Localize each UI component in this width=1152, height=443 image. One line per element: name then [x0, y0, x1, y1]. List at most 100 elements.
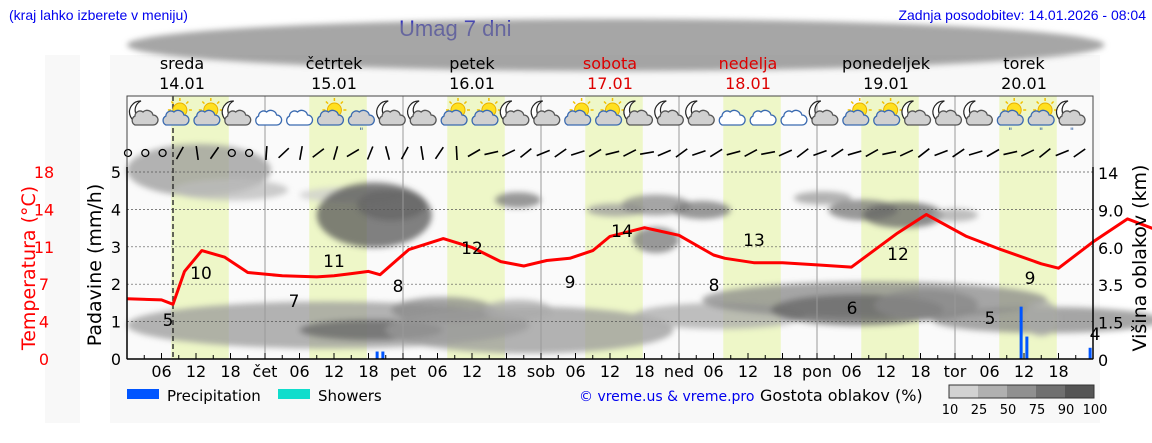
night-partly-cloudy-icon: [499, 100, 530, 126]
axes: 543210181411740149.06.03.51.50Temperatur…: [18, 95, 1151, 381]
day-date: 19.01: [863, 74, 909, 93]
wind-barb-icon: [639, 150, 655, 156]
cloud-height-tick: 3.5: [1098, 276, 1123, 295]
x-tick-label: 06: [289, 362, 309, 381]
wind-barb-icon: [778, 149, 793, 157]
temperature-value-label: 10: [190, 264, 212, 284]
x-tick-label: 06: [427, 362, 447, 381]
wind-barb-icon: [501, 149, 516, 157]
night-partly-cloudy-icon: [221, 100, 252, 126]
temperature-value-label: 9: [1025, 269, 1036, 289]
temp-tick: 11: [34, 238, 54, 257]
cloud-height-tick: 0: [1098, 351, 1108, 370]
calm-wind-icon: [158, 148, 167, 158]
temp-tick: 18: [34, 163, 54, 182]
wind-barb-icon: [265, 145, 268, 161]
wind-barb-icon: [420, 145, 424, 161]
wind-barb-icon: [346, 148, 360, 158]
day-partly-sunny-icon: [440, 98, 470, 126]
wind-barb-icon: [726, 150, 741, 156]
wind-barb-icon: [298, 145, 304, 161]
day-partly-sunny-icon: [842, 98, 872, 126]
cloud-density-tick: 90: [1058, 403, 1075, 418]
temperature-value-label: 13: [743, 231, 765, 251]
wind-barbs-row: [123, 145, 1086, 161]
x-tick-label: 12: [324, 362, 344, 381]
day-sun-rain-icon: ": [1027, 98, 1058, 137]
cloud-density-layer: [127, 19, 1152, 354]
day-name: petek: [449, 54, 495, 73]
wind-barb-icon: [623, 149, 637, 157]
cloud-height-axis-title: Višina oblakov (km): [1129, 165, 1151, 352]
day-partly-sunny-icon: [595, 98, 625, 126]
cloud-density-tick: 25: [971, 403, 988, 418]
cloud-density-tick: 100: [1083, 403, 1108, 418]
x-tick-label: pet: [390, 362, 416, 381]
cloudy-icon: [749, 109, 777, 126]
cloudy-icon: [255, 109, 283, 126]
night-partly-cloudy-icon: [407, 100, 437, 126]
temperature-axis-panel: [45, 55, 80, 423]
day-date: 18.01: [725, 74, 771, 93]
cloudy-icon: [780, 109, 808, 126]
temperature-labels: 5 10 7 11 8 12 9 14 8 13 6 12 5 9 4: [163, 222, 1101, 345]
day-date: 16.01: [449, 74, 495, 93]
night-partly-cloudy-icon: [376, 100, 406, 126]
wind-barb-icon: [554, 148, 567, 158]
day-partly-sunny-icon: [193, 98, 223, 126]
day-sun-rain-icon: ": [996, 98, 1027, 137]
temperature-line: [126, 213, 1152, 306]
cloud-height-tick: 14: [1098, 164, 1118, 183]
cloud-density-swatch: [1036, 385, 1065, 398]
wind-barb-icon: [312, 148, 325, 158]
precip-axis-title: Padavine (mm/h): [84, 184, 106, 347]
day-date: 17.01: [587, 74, 633, 93]
cloud-density-tick: 50: [1000, 403, 1017, 418]
svg-text:": ": [1070, 127, 1074, 137]
wind-barb-icon: [968, 150, 983, 156]
night-partly-cloudy-icon: [623, 100, 653, 126]
temperature-value-label: 12: [887, 245, 909, 265]
wind-barb-icon: [570, 150, 585, 156]
credit-link[interactable]: © vreme.us & vreme.pro: [579, 389, 754, 405]
x-tick-label: 18: [910, 362, 930, 381]
day-date: 20.01: [1001, 74, 1047, 93]
wind-barb-icon: [709, 148, 723, 158]
calm-wind-icon: [244, 148, 254, 158]
wind-barb-icon: [657, 149, 672, 157]
precip-tick: 5: [111, 163, 121, 182]
night-partly-cloudy-icon: [128, 100, 159, 126]
wind-barb-icon: [986, 148, 1000, 158]
night-partly-cloudy-icon: [685, 100, 715, 126]
wind-barb-icon: [278, 147, 290, 159]
cloud-density-swatch: [978, 385, 1007, 398]
wind-barb-icon: [934, 149, 948, 157]
x-tick-label: 18: [772, 362, 792, 381]
wind-barb-icon: [605, 150, 620, 156]
calm-wind-icon: [227, 148, 236, 158]
drizzle-icon: ": [347, 109, 375, 137]
cloud-density-swatch: [1065, 385, 1094, 398]
wind-barb-icon: [455, 145, 458, 161]
cloudy-icon: [718, 109, 746, 126]
wind-barb-icon: [175, 146, 184, 160]
location-hint[interactable]: (kraj lahko izberete v meniju): [9, 7, 188, 23]
day-date: 15.01: [311, 74, 357, 93]
x-tick-label: tor: [944, 362, 967, 381]
precipitation-bar: [1019, 306, 1023, 359]
x-tick-label: 18: [634, 362, 654, 381]
x-tick-label: 12: [738, 362, 758, 381]
wind-barb-icon: [209, 146, 220, 160]
x-tick-label: čet: [253, 362, 278, 381]
x-tick-label: 12: [876, 362, 896, 381]
precip-tick: 0: [111, 350, 121, 369]
cloud-height-tick: 6.0: [1098, 239, 1123, 258]
wind-barb-icon: [366, 146, 374, 160]
wind-barb-icon: [847, 150, 862, 156]
x-tick-label: 12: [462, 362, 482, 381]
x-tick-label: pon: [802, 362, 832, 381]
x-tick-label: 18: [220, 362, 240, 381]
temperature-value-label: 14: [611, 222, 633, 242]
